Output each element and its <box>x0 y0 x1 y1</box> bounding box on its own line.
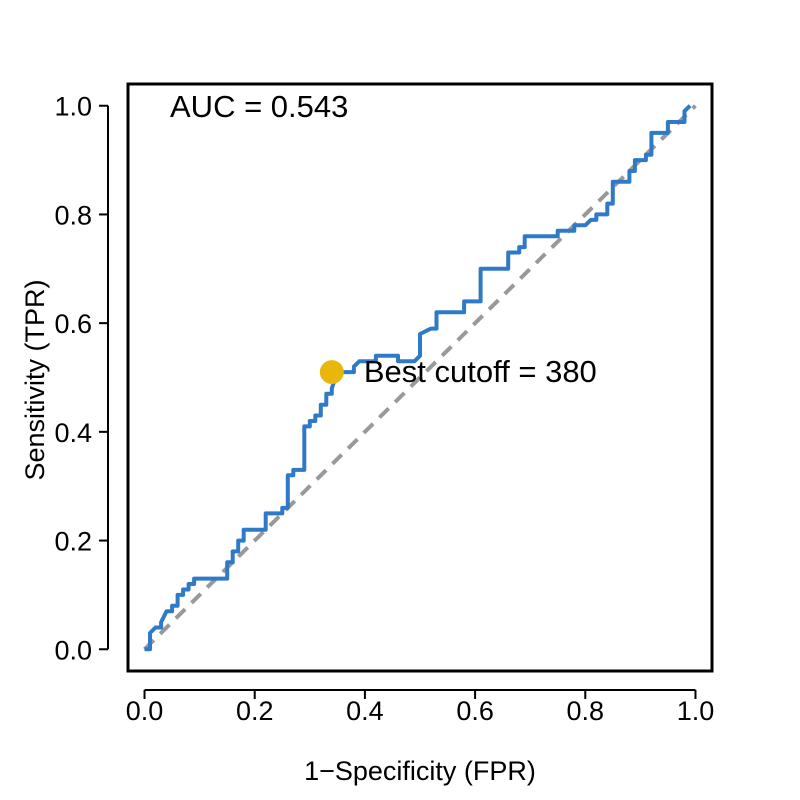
x-tick-label: 0.6 <box>456 696 494 726</box>
x-axis-title: 1−Specificity (FPR) <box>304 756 536 786</box>
series-layer <box>143 104 697 652</box>
y-tick-label: 0.6 <box>54 309 92 339</box>
x-tick-label: 0.4 <box>346 696 384 726</box>
x-tick-label: 0.0 <box>126 696 164 726</box>
best-cutoff-label: Best cutoff = 380 <box>364 354 597 389</box>
auc-annotation: AUC = 0.543 <box>170 89 348 124</box>
roc-curve <box>144 104 692 652</box>
best-cutoff-marker <box>319 360 344 385</box>
x-tick-label: 0.8 <box>567 696 605 726</box>
x-axis: 0.0 0.2 0.4 0.6 0.8 1.0 <box>126 689 715 726</box>
y-axis: 0.0 0.2 0.4 0.6 0.8 1.0 <box>54 92 109 665</box>
y-tick-label: 0.2 <box>54 527 92 557</box>
y-axis-title: Sensitivity (TPR) <box>20 279 50 480</box>
y-tick-label: 0.0 <box>54 635 92 665</box>
reference-diagonal <box>143 104 697 651</box>
y-tick-label: 0.4 <box>54 418 92 448</box>
x-tick-label: 1.0 <box>677 696 715 726</box>
y-tick-label: 0.8 <box>54 200 92 230</box>
plot-frame <box>126 82 714 673</box>
x-tick-label: 0.2 <box>236 696 274 726</box>
y-tick-label: 1.0 <box>54 92 92 122</box>
